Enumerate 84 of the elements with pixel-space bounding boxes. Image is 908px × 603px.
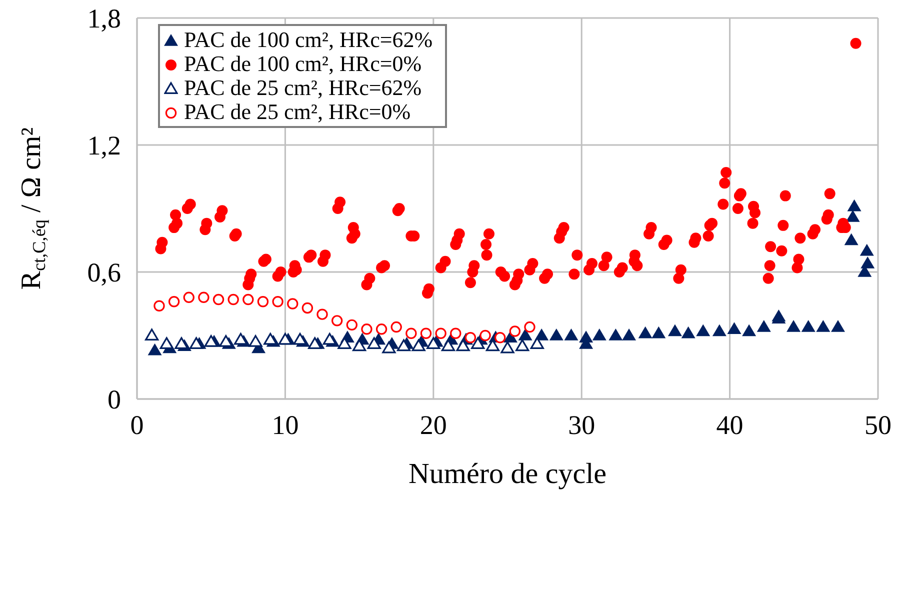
point — [257, 296, 269, 308]
point — [204, 335, 218, 347]
point — [316, 308, 328, 320]
point — [494, 332, 506, 344]
point — [564, 328, 578, 340]
x-tick-label: 30 — [568, 410, 596, 440]
point — [801, 320, 816, 332]
point — [302, 302, 314, 314]
point — [681, 326, 696, 338]
point — [154, 300, 165, 312]
x-tick-label: 10 — [272, 410, 299, 440]
point — [435, 328, 446, 339]
point — [376, 324, 388, 335]
point — [509, 326, 521, 337]
point — [727, 322, 742, 334]
point — [308, 337, 322, 349]
point — [518, 328, 532, 340]
point — [248, 335, 262, 347]
point — [480, 330, 491, 342]
point — [847, 199, 862, 212]
point — [696, 324, 710, 336]
point — [396, 339, 411, 352]
point — [278, 332, 292, 345]
y-tick-label: 0,6 — [87, 258, 121, 288]
point — [346, 319, 358, 331]
point — [189, 337, 204, 349]
x-tick-label: 20 — [420, 410, 447, 440]
point — [860, 244, 874, 256]
point — [228, 294, 239, 306]
point — [742, 324, 756, 336]
point — [592, 328, 606, 340]
x-tick-label: 40 — [716, 410, 744, 440]
point — [608, 328, 623, 340]
point — [293, 332, 307, 345]
point — [331, 315, 343, 326]
legend-label: PAC de 100 cm², HRc=0% — [184, 51, 422, 76]
point — [860, 256, 875, 268]
point — [816, 320, 830, 332]
y-tick-label: 1,8 — [87, 4, 121, 34]
point — [712, 324, 726, 336]
x-tick-label: 0 — [130, 410, 144, 440]
point — [168, 296, 180, 308]
x-axis-title: Numéro de cycle — [408, 458, 607, 490]
point — [846, 210, 860, 222]
point — [530, 337, 544, 349]
point — [145, 328, 159, 340]
point — [549, 328, 564, 340]
point — [622, 328, 636, 340]
point — [450, 328, 462, 339]
point — [412, 339, 426, 352]
legend-label: PAC de 25 cm², HRc=0% — [184, 99, 411, 124]
point — [148, 343, 162, 356]
point — [322, 332, 336, 345]
point — [382, 341, 396, 354]
point — [212, 294, 224, 306]
point — [426, 337, 440, 349]
point — [361, 324, 372, 335]
point — [367, 337, 381, 349]
legend-label: PAC de 100 cm², HRc=62% — [184, 27, 433, 52]
y-tick-label: 1,2 — [87, 130, 121, 161]
point — [786, 320, 801, 332]
point — [668, 324, 682, 336]
point — [464, 332, 476, 344]
point — [198, 292, 210, 303]
point — [160, 337, 174, 349]
point — [406, 328, 417, 339]
point — [756, 320, 771, 332]
point — [830, 320, 845, 332]
point — [272, 296, 284, 308]
point — [183, 292, 194, 303]
y-tick-label: 0 — [108, 384, 121, 415]
point — [500, 341, 514, 354]
x-tick-label: 50 — [864, 410, 892, 440]
point — [390, 321, 402, 333]
point — [242, 294, 254, 306]
point — [652, 326, 666, 338]
point — [516, 339, 530, 352]
point — [844, 233, 858, 246]
point — [638, 326, 652, 338]
point — [287, 298, 298, 310]
legend-label: PAC de 25 cm², HRc=62% — [184, 75, 422, 100]
point — [420, 328, 432, 339]
point — [471, 337, 485, 349]
point — [524, 321, 536, 333]
